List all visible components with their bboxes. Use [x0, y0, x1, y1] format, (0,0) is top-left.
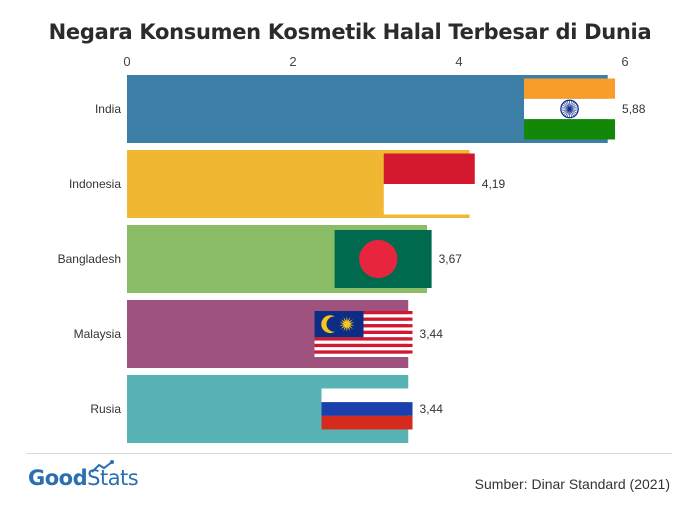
x-tick-label: 2 [289, 54, 296, 69]
x-tick-label: 4 [455, 54, 462, 69]
value-label: 5,88 [622, 102, 646, 116]
value-label: 3,44 [420, 327, 444, 341]
indonesia-flag-icon [383, 153, 475, 215]
logo-trend-icon [91, 460, 114, 473]
logo-text-stats: Stats [87, 466, 139, 490]
value-label: 4,19 [482, 177, 506, 191]
goodstats-logo: GoodStats [28, 460, 139, 490]
bangladesh-flag-icon [334, 230, 432, 288]
bar-chart: 0 2 4 6 India 5,88 Indonesia 4,19 Bangladesh 3,67… [58, 54, 646, 443]
logo-text-good: Good [28, 466, 88, 490]
value-label: 3,67 [439, 252, 463, 266]
russia-flag-icon [321, 388, 413, 430]
chart-title: Negara Konsumen Kosmetik Halal Terbesar … [48, 20, 652, 44]
footer-divider [26, 453, 672, 454]
x-tick-label: 0 [123, 54, 130, 69]
category-label: Indonesia [69, 177, 121, 191]
category-label: India [95, 102, 121, 116]
x-tick-label: 6 [621, 54, 628, 69]
malaysia-flag-icon [314, 311, 413, 357]
category-label: Rusia [90, 402, 121, 416]
value-label: 3,44 [420, 402, 444, 416]
category-label: Bangladesh [58, 252, 121, 266]
india-flag-icon [524, 78, 616, 140]
category-label: Malaysia [74, 327, 122, 341]
source-note: Sumber: Dinar Standard (2021) [474, 476, 670, 492]
